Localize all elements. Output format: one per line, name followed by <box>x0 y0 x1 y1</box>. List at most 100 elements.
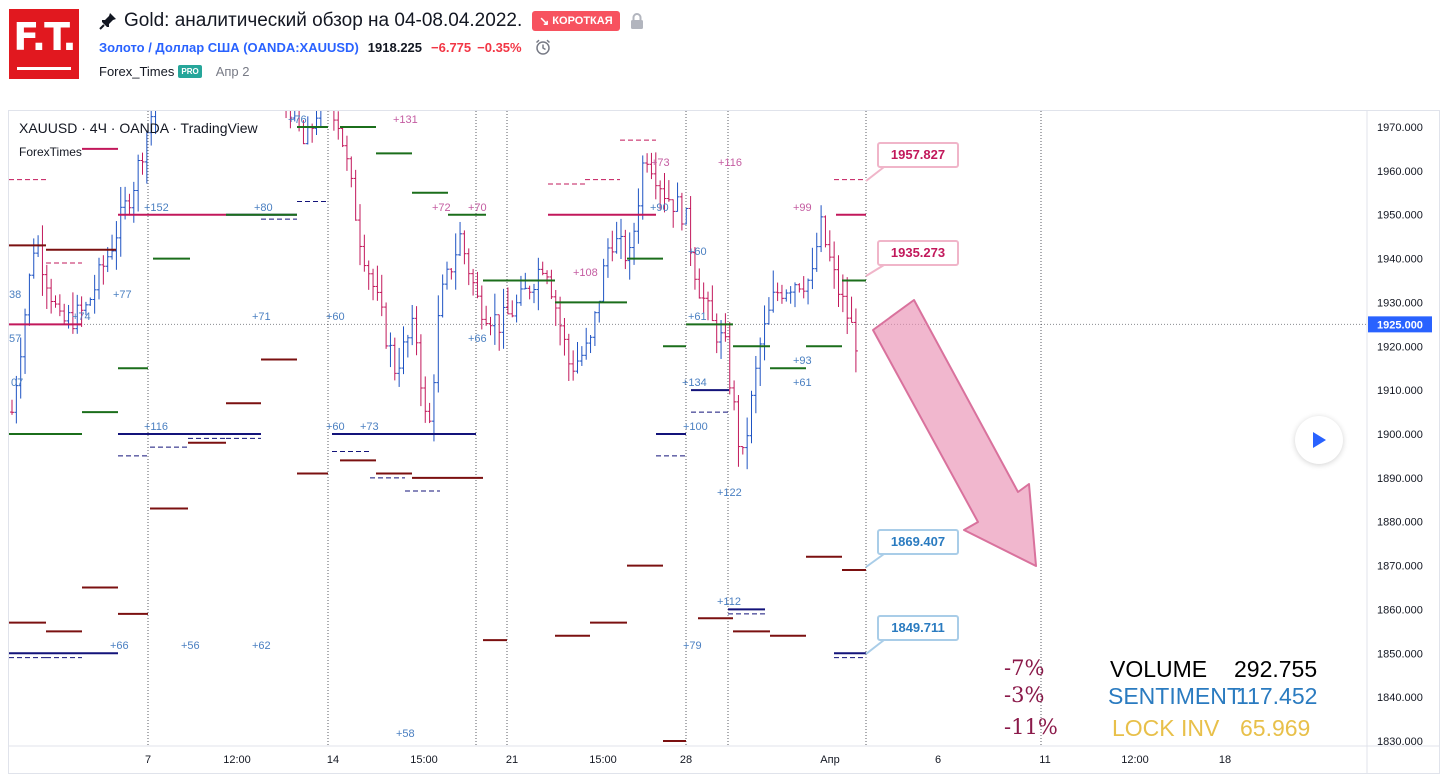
ohlc-bar <box>710 285 715 322</box>
ohlc-bar <box>249 43 253 83</box>
annotation-label: +116 <box>144 421 168 433</box>
ohlc-bar <box>658 180 663 210</box>
ohlc-bar <box>53 295 58 308</box>
price-axis-tick: 1960.000 <box>1377 166 1423 178</box>
pin-icon[interactable] <box>98 11 118 31</box>
ohlc-bar <box>171 53 175 72</box>
ohlc-bar <box>188 54 192 65</box>
author-row: Forex_Times PRO Апр 2 <box>99 62 250 80</box>
ohlc-bar <box>845 277 850 335</box>
chart-frame[interactable] <box>8 110 1440 774</box>
ohlc-bar <box>853 308 858 373</box>
ohlc-bar <box>144 130 149 184</box>
ohlc-bar <box>358 204 362 266</box>
annotation-label: +116 <box>718 157 742 169</box>
stat-volume-label: VOLUME <box>1110 656 1208 682</box>
ohlc-bar <box>10 399 14 415</box>
ohlc-bar <box>849 296 854 323</box>
ohlc-bar <box>488 316 493 336</box>
ohlc-bar <box>788 286 793 304</box>
price-axis-tick: 1860.000 <box>1377 604 1423 616</box>
ohlc-bar <box>105 247 110 273</box>
arrow-down-right-icon: ↘ <box>539 14 550 28</box>
annotation-label: +134 <box>682 377 707 389</box>
price-tag-label: 1957.827 <box>891 147 945 162</box>
ohlc-bar <box>675 182 680 212</box>
ohlc-bar <box>271 67 275 109</box>
pro-badge: PRO <box>178 64 202 78</box>
price-change: −6.775 <box>431 39 472 55</box>
ohlc-bar <box>719 320 724 359</box>
ohlc-bar <box>83 301 88 316</box>
alarm-clock-icon[interactable] <box>534 38 552 56</box>
ohlc-bar <box>210 42 214 69</box>
ohlc-bar <box>775 282 780 302</box>
ohlc-bar <box>228 43 232 54</box>
ohlc-bar <box>701 282 706 314</box>
logo-underline <box>17 67 71 70</box>
author-link[interactable]: Forex_Times <box>99 63 175 79</box>
price-tag-pointer <box>865 639 885 655</box>
time-axis: 7 12:00 14 15:00 21 15:00 28 Апр 6 11 12:00 18 <box>145 754 1231 766</box>
play-button[interactable] <box>1295 416 1343 464</box>
ohlc-bar <box>688 196 693 267</box>
stat-lock-inv-value: 65.969 <box>1240 715 1311 741</box>
ohlc-bar <box>114 221 119 270</box>
symbol-link[interactable]: Золото / Доллар США (OANDA:XAUUSD) <box>99 39 359 55</box>
price-tag-box <box>877 615 959 641</box>
ohlc-bar <box>131 181 136 223</box>
ohlc-bar <box>101 255 106 285</box>
level-annotations: 38 57 07 +74 +77 +152 +116 +66 +56 +80 +71 +62 +76 +6… <box>9 114 812 740</box>
ohlc-bar <box>241 31 245 59</box>
ohlc-bar <box>814 232 819 272</box>
ohlc-bar <box>149 111 154 146</box>
ohlc-bar <box>18 337 23 399</box>
ohlc-bar <box>245 23 249 83</box>
ohlc-bar <box>810 247 815 290</box>
price-tag: 1849.711 <box>865 615 959 655</box>
ohlc-bar <box>732 380 737 411</box>
ohlc-bar <box>110 234 115 260</box>
publish-date: Апр 2 <box>215 63 250 79</box>
ohlc-bar <box>223 36 227 65</box>
annotation-label: +100 <box>683 421 708 433</box>
ohlc-bar <box>505 287 510 315</box>
idea-title: Gold: аналитический обзор на 04-08.04.20… <box>124 10 523 31</box>
ohlc-bar <box>619 218 623 260</box>
price-axis-tick: 1870.000 <box>1377 561 1423 573</box>
ohlc-bar <box>127 193 132 216</box>
price-tag: 1935.273 <box>865 240 959 277</box>
forex-times-logo: F.T. <box>9 9 79 79</box>
ohlc-bar <box>206 36 210 67</box>
time-axis-tick: 11 <box>1039 754 1050 766</box>
annotation-label: +77 <box>113 289 132 301</box>
annotation-label: +99 <box>793 202 812 214</box>
ohlc-bar <box>436 295 441 393</box>
ohlc-bar <box>723 313 728 342</box>
annotation-label: +71 <box>252 311 271 323</box>
annotation-label: +61 <box>793 377 812 389</box>
ohlc-bar <box>27 273 32 326</box>
ohlc-bars <box>10 23 858 470</box>
ohlc-bar <box>88 297 93 306</box>
ohlc-bar <box>333 111 336 131</box>
price-axis-tick: 1840.000 <box>1377 692 1423 704</box>
ohlc-bar <box>762 305 767 361</box>
ohlc-bar <box>353 169 358 221</box>
ohlc-bar <box>666 180 671 202</box>
time-axis-tick: 7 <box>145 754 151 766</box>
price-axis-tick: 1900.000 <box>1377 429 1423 441</box>
level-segments <box>9 126 866 742</box>
price-tag-label: 1849.711 <box>891 620 945 635</box>
ohlc-bar <box>167 53 171 100</box>
ohlc-bar <box>649 152 654 180</box>
ohlc-bar <box>740 446 745 455</box>
ohlc-bar <box>180 31 184 74</box>
ohlc-bar <box>527 285 532 300</box>
price-axis-tick: 1930.000 <box>1377 297 1423 309</box>
ohlc-bar <box>592 311 597 346</box>
ohlc-bar <box>462 230 467 265</box>
ohlc-bar <box>445 261 449 290</box>
ohlc-bar <box>501 288 506 349</box>
